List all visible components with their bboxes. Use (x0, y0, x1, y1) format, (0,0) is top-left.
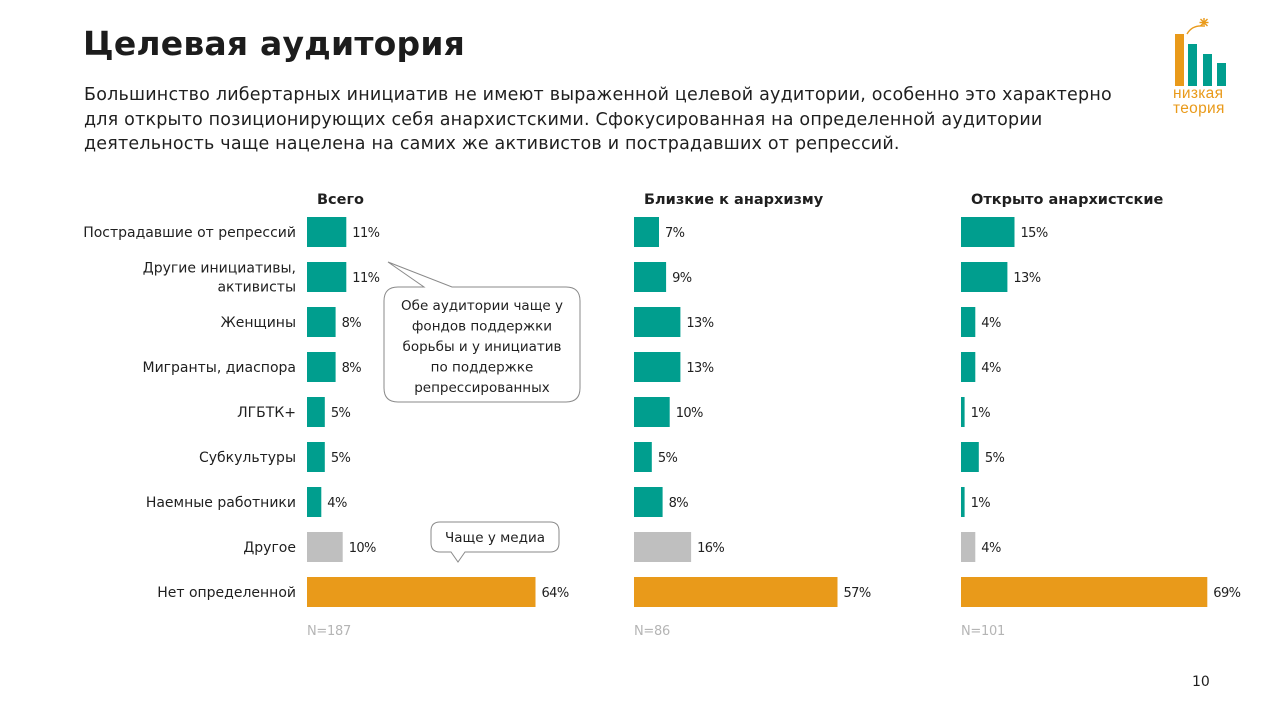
category-label-line: ЛГБТК+ (237, 405, 296, 421)
bar (307, 307, 336, 337)
bar-value-label: 5% (331, 451, 351, 466)
logo-text-line2: теория (1173, 100, 1225, 117)
bar-value-label: 7% (665, 226, 685, 241)
logo-icon (1175, 18, 1226, 86)
category-label-line: Мигранты, диаспора (142, 360, 296, 376)
bar (634, 217, 659, 247)
bar (307, 577, 536, 607)
bar-value-label: 4% (981, 316, 1001, 331)
callout-text-media: Чаще у медиа (445, 530, 545, 546)
callout-text-line: по поддержке (431, 360, 534, 376)
bar (961, 397, 965, 427)
bar-value-label: 13% (686, 361, 713, 376)
category-label-line: активисты (217, 280, 296, 296)
sample-size-label: N=101 (961, 624, 1005, 639)
category-label: Нет определенной (157, 585, 296, 601)
panel-title: Всего (317, 192, 364, 208)
category-label-line: Субкультуры (199, 450, 296, 466)
bar (634, 532, 692, 562)
bar-value-label: 69% (1213, 586, 1240, 601)
panel-title: Близкие к анархизму (644, 192, 824, 208)
bar (634, 397, 670, 427)
bar-value-label: 1% (971, 496, 991, 511)
sample-size-label: N=187 (307, 624, 351, 639)
bar (961, 532, 976, 562)
bar (634, 262, 667, 292)
category-label: Другое (243, 540, 296, 556)
bar (961, 217, 1015, 247)
page-subtitle: Большинство либертарных инициатив не име… (84, 85, 1112, 154)
bar-value-label: 16% (697, 541, 724, 556)
bar (961, 577, 1208, 607)
category-label-line: Наемные работники (146, 495, 296, 511)
bar-value-label: 4% (981, 361, 1001, 376)
bar-value-label: 13% (1013, 271, 1040, 286)
bar-value-label: 8% (669, 496, 689, 511)
bar (307, 487, 322, 517)
page-number: 10 (1192, 674, 1210, 690)
bar-value-label: 8% (342, 361, 362, 376)
category-label-line: Другое (243, 540, 296, 556)
bar-value-label: 4% (981, 541, 1001, 556)
callout-text-line: Обе аудитории чаще у (401, 298, 563, 314)
bar-value-label: 4% (327, 496, 347, 511)
bar (307, 352, 336, 382)
bar-value-label: 10% (676, 406, 703, 421)
category-label: Наемные работники (146, 495, 296, 511)
bar (634, 487, 663, 517)
bar (634, 352, 681, 382)
category-label-line: Женщины (221, 315, 296, 331)
category-label-line: Другие инициативы, (143, 261, 296, 277)
category-label-line: Нет определенной (157, 585, 296, 601)
callout-text-line: репрессированных (414, 380, 550, 396)
bar (634, 442, 652, 472)
category-label-line: Пострадавшие от репрессий (83, 225, 296, 241)
category-label: Женщины (221, 315, 296, 331)
bar-value-label: 11% (352, 226, 379, 241)
bar-value-label: 11% (352, 271, 379, 286)
bar (961, 352, 976, 382)
bar (634, 577, 838, 607)
bar-value-label: 9% (672, 271, 692, 286)
page-title: Целевая аудитория (83, 24, 466, 63)
bar (634, 307, 681, 337)
bar (307, 262, 347, 292)
bar (307, 397, 325, 427)
sample-size-label: N=86 (634, 624, 670, 639)
bar-value-label: 64% (542, 586, 569, 601)
bar-value-label: 15% (1021, 226, 1048, 241)
callout-text-line: борьбы и у инициатив (403, 339, 562, 355)
bar (961, 307, 976, 337)
bar-value-label: 8% (342, 316, 362, 331)
bar (961, 262, 1008, 292)
bar-value-label: 57% (844, 586, 871, 601)
callout-bubble-media (430, 521, 560, 563)
category-label: Другие инициативы, активисты (143, 261, 296, 296)
category-label: Пострадавшие от репрессий (83, 225, 296, 241)
bar-value-label: 5% (658, 451, 678, 466)
category-label: Мигранты, диаспора (142, 360, 296, 376)
bar (307, 442, 325, 472)
bar (961, 487, 965, 517)
callout-bubble-audiences (383, 261, 581, 403)
bar-value-label: 10% (349, 541, 376, 556)
bar (961, 442, 979, 472)
category-label: ЛГБТК+ (237, 405, 296, 421)
callout-text-audiences: Обе аудитории чаще у фондов поддержки борь… (401, 298, 563, 396)
logo-text: низкая теория (1173, 85, 1243, 117)
bar (307, 217, 347, 247)
logo-text-line1: низкая (1173, 85, 1224, 102)
category-label: Субкультуры (199, 450, 296, 466)
bar-value-label: 13% (686, 316, 713, 331)
bar (307, 532, 343, 562)
bar-value-label: 1% (971, 406, 991, 421)
panel-title: Открыто анархистские (971, 192, 1164, 208)
bar-value-label: 5% (985, 451, 1005, 466)
callout-text-line: фондов поддержки (412, 319, 552, 335)
bar-value-label: 5% (331, 406, 351, 421)
